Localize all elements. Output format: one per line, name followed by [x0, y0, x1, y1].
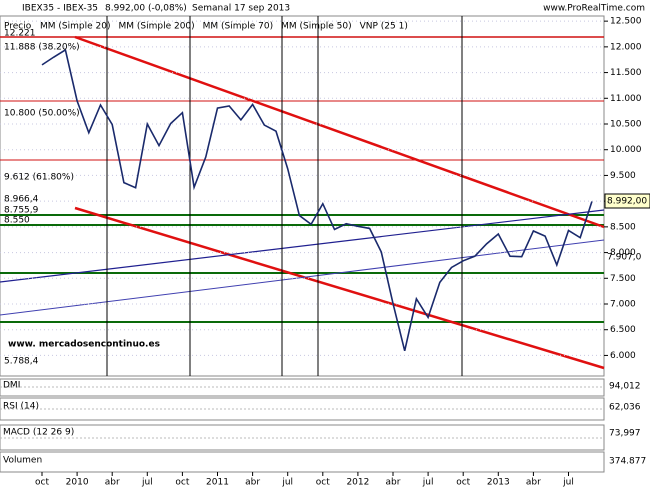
annotation: 10.800 (50.00%)	[4, 109, 80, 119]
price-line	[41, 48, 593, 351]
x-tick-label: jul	[141, 478, 153, 488]
x-tick-label: 2010	[66, 478, 89, 488]
x-tick-label: oct	[316, 478, 330, 488]
y-tick-label: 6.500	[610, 325, 636, 335]
y-tick-label: 9.500	[610, 171, 636, 181]
y-tick-label: 7.500	[610, 274, 636, 284]
y-tick-label: 10.500	[610, 120, 642, 130]
x-tick-label: jul	[281, 478, 293, 488]
last-value-box	[604, 193, 650, 209]
x-tick-label: 2012	[346, 478, 369, 488]
annotation: www. mercadosencontinuo.es	[8, 340, 160, 350]
annotation: 8.992,00	[607, 197, 647, 207]
period: Semanal 17 sep 2013	[192, 4, 290, 14]
y-tick-label: 11.500	[610, 68, 642, 78]
indicator-name: RSI (14)	[3, 402, 39, 412]
x-tick-label: 2013	[487, 478, 510, 488]
legend-entry: MM (Simple 50)	[281, 22, 351, 32]
y-tick-label: 6.000	[610, 351, 636, 361]
y-tick-label: 12.500	[610, 17, 642, 27]
x-tick-label: oct	[456, 478, 470, 488]
y-tick-label: 8.500	[610, 222, 636, 232]
legend-entry: VNP (25 1)	[360, 22, 408, 32]
x-tick-label: abr	[105, 478, 120, 488]
indicator-value: 374.877	[609, 457, 646, 467]
indicator-name: DMI	[3, 381, 20, 391]
indicator-value: 62,036	[609, 403, 641, 413]
x-tick-label: 2011	[206, 478, 229, 488]
x-tick-label: oct	[35, 478, 49, 488]
price-panel	[0, 15, 605, 377]
indicator-panels	[0, 378, 605, 473]
indicator-name: MACD (12 26 9)	[3, 428, 74, 438]
x-tick-label: abr	[526, 478, 541, 488]
y-tick-label: 8.000	[610, 248, 636, 258]
y-tick-label: 12.000	[610, 42, 642, 52]
symbol: IBEX35 - IBEX-35	[22, 4, 98, 14]
legend-entry: MM (Simple 70)	[203, 22, 273, 32]
legend-entry: MM (Simple 200)	[118, 22, 194, 32]
y-tick-label: 10.000	[610, 145, 642, 155]
indicator-value: 73,997	[609, 429, 641, 439]
y-tick-label: 7.000	[610, 300, 636, 310]
legend-entry: MM (Simple 20)	[40, 22, 110, 32]
source: www.ProRealTime.com	[543, 4, 645, 14]
indicator-name: Volumen	[3, 456, 42, 466]
annotation: 8.550	[4, 216, 30, 226]
annotation: 7.907,0	[607, 253, 642, 263]
annotation: 5.788,4	[4, 357, 39, 367]
x-tick-label: oct	[175, 478, 189, 488]
annotation: 8.755,9	[4, 206, 39, 216]
x-tick-label: jul	[422, 478, 434, 488]
x-tick-label: abr	[245, 478, 260, 488]
annotation: 8.966,4	[4, 195, 39, 205]
legend-entry: Precio	[4, 22, 32, 32]
indicator-value: 94,012	[609, 382, 641, 392]
annotation: 12.221	[4, 29, 36, 39]
levels	[0, 16, 605, 376]
x-tick-label: jul	[562, 478, 574, 488]
quote: 8.992,00 (-0,08%)	[105, 4, 187, 14]
y-tick-label: 11.000	[610, 94, 642, 104]
annotation: 9.612 (61.80%)	[4, 173, 74, 183]
x-tick-label: abr	[386, 478, 401, 488]
annotation: 11.888 (38.20%)	[4, 43, 80, 53]
